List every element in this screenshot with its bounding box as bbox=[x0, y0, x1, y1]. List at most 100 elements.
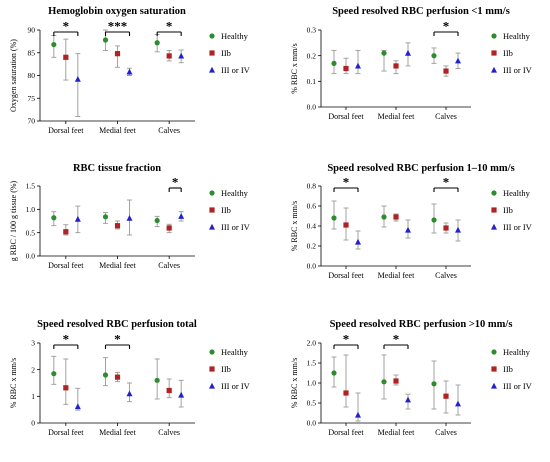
significance-bracket: * bbox=[53, 332, 79, 349]
x-tick-label: Dorsal feet bbox=[328, 428, 364, 437]
legend-marker-healthy bbox=[209, 33, 215, 39]
data-point-iii-iv bbox=[74, 75, 81, 82]
data-point-iii-iv bbox=[355, 238, 361, 245]
data-point-iib bbox=[114, 374, 121, 380]
y-tick-label: 80 bbox=[28, 71, 36, 80]
significance-bracket: * bbox=[433, 19, 459, 36]
data-point-iii-iv bbox=[126, 390, 133, 397]
legend-label: IIb bbox=[503, 364, 513, 374]
y-axis-label: % RBC x mm/s bbox=[9, 358, 18, 408]
y-tick-label: 0.0 bbox=[26, 252, 36, 261]
significance-label: * bbox=[393, 332, 400, 347]
data-point-iib bbox=[443, 393, 449, 399]
significance-label: * bbox=[443, 175, 450, 190]
data-point-iib bbox=[166, 225, 172, 231]
data-point-iii-iv bbox=[74, 403, 81, 410]
y-tick-label: 0.2 bbox=[307, 242, 317, 251]
y-tick-label: 0.5 bbox=[307, 399, 317, 408]
significance-bracket: * bbox=[156, 19, 182, 36]
chart-title: Hemoglobin oxygen saturation bbox=[48, 6, 186, 17]
significance-bracket: * bbox=[53, 19, 79, 36]
data-point-iii-iv bbox=[455, 57, 461, 64]
data-point-iib bbox=[393, 63, 399, 69]
legend: Healthy IIb III or IV bbox=[491, 188, 533, 232]
data-point-iib bbox=[443, 68, 449, 74]
x-tick-label: Dorsal feet bbox=[48, 428, 84, 437]
legend-marker-healthy bbox=[491, 190, 497, 196]
data-point-healthy bbox=[154, 217, 160, 224]
legend: Healthy IIb III or IV bbox=[491, 347, 533, 391]
x-tick-label: Calves bbox=[435, 428, 457, 437]
data-point-healthy bbox=[154, 377, 160, 383]
significance-label: * bbox=[166, 19, 173, 34]
y-tick-label: 0.2 bbox=[307, 51, 317, 60]
y-tick-label: 1.5 bbox=[307, 359, 317, 368]
data-point-iii-iv bbox=[178, 391, 185, 398]
data-point-iii-iv bbox=[126, 68, 133, 75]
legend-label: Healthy bbox=[503, 347, 531, 357]
data-point-iib bbox=[114, 223, 121, 229]
legend-label: III or IV bbox=[221, 381, 251, 391]
y-tick-label: 0.6 bbox=[307, 202, 317, 211]
significance-label: * bbox=[343, 175, 350, 190]
legend-marker-iib bbox=[491, 207, 497, 213]
y-tick-label: 2.0 bbox=[307, 339, 317, 348]
significance-bracket: * bbox=[433, 175, 459, 192]
legend-marker-iii-iv bbox=[491, 223, 497, 230]
data-point-iib bbox=[343, 222, 349, 228]
x-tick-label: Calves bbox=[435, 271, 457, 280]
data-point-iii-iv bbox=[405, 49, 411, 56]
legend-marker-iib bbox=[491, 50, 497, 56]
chart-panel-2: Speed resolved RBC perfusion <1 mm/s 0.0 0… bbox=[290, 6, 533, 121]
x-tick-label: Medial feet bbox=[378, 428, 415, 437]
significance-bracket: *** bbox=[104, 19, 131, 36]
y-tick-label: 75 bbox=[28, 94, 36, 103]
data-point-healthy bbox=[51, 41, 57, 48]
data-point-iii-iv bbox=[455, 400, 461, 407]
chart-panel-5: Speed resolved RBC perfusion total 0 1 2 3 % … bbox=[9, 319, 251, 437]
data-point-healthy bbox=[381, 214, 387, 220]
chart-panel-3: RBC tissue fraction 0.0 0.5 1.0 1.5 g RBC / 1… bbox=[9, 163, 251, 270]
chart-title: Speed resolved RBC perfusion total bbox=[37, 319, 197, 330]
legend-marker-iib bbox=[209, 366, 215, 372]
data-point-healthy bbox=[431, 381, 437, 387]
data-point-healthy bbox=[331, 215, 337, 221]
data-point-healthy bbox=[51, 371, 57, 377]
legend: Healthy IIb III or IV bbox=[209, 188, 251, 232]
chart-panel-4: Speed resolved RBC perfusion 1–10 mm/s 0.… bbox=[290, 163, 533, 280]
data-point-iii-iv bbox=[178, 52, 185, 59]
legend-label: III or IV bbox=[503, 222, 533, 232]
y-axis-label: % RBC x mm/s bbox=[290, 201, 299, 251]
data-point-iii-iv bbox=[178, 213, 185, 219]
legend-label: Healthy bbox=[221, 31, 249, 41]
data-point-iib bbox=[166, 387, 172, 394]
data-point-healthy bbox=[381, 50, 387, 56]
y-tick-label: 0.8 bbox=[307, 182, 317, 191]
y-tick-label: 0 bbox=[31, 419, 35, 428]
data-point-healthy bbox=[154, 40, 160, 46]
x-tick-label: Medial feet bbox=[99, 261, 136, 270]
legend: Healthy IIb III or IV bbox=[491, 31, 533, 75]
x-tick-label: Calves bbox=[158, 428, 180, 437]
significance-bracket: * bbox=[383, 332, 409, 349]
data-point-iii-iv bbox=[405, 396, 411, 403]
y-tick-label: 0.0 bbox=[307, 419, 317, 428]
data-point-iii-iv bbox=[405, 226, 411, 233]
data-point-healthy bbox=[102, 214, 109, 220]
legend-marker-iib bbox=[209, 207, 215, 213]
legend-marker-healthy bbox=[209, 349, 215, 355]
data-point-iib bbox=[343, 390, 349, 396]
x-tick-label: Calves bbox=[158, 126, 180, 135]
y-tick-label: 3 bbox=[31, 339, 35, 348]
legend-label: III or IV bbox=[221, 65, 251, 75]
significance-label: * bbox=[63, 19, 70, 34]
y-tick-label: 70 bbox=[28, 117, 36, 126]
x-tick-label: Medial feet bbox=[99, 428, 136, 437]
chart-panel-1: Hemoglobin oxygen saturation 70 75 80 85 90 Ox… bbox=[9, 6, 251, 135]
data-point-iii-iv bbox=[455, 226, 461, 233]
legend-label: Healthy bbox=[503, 188, 531, 198]
chart-title: Speed resolved RBC perfusion <1 mm/s bbox=[332, 6, 510, 17]
data-point-iib bbox=[393, 378, 399, 384]
data-point-healthy bbox=[51, 215, 57, 221]
